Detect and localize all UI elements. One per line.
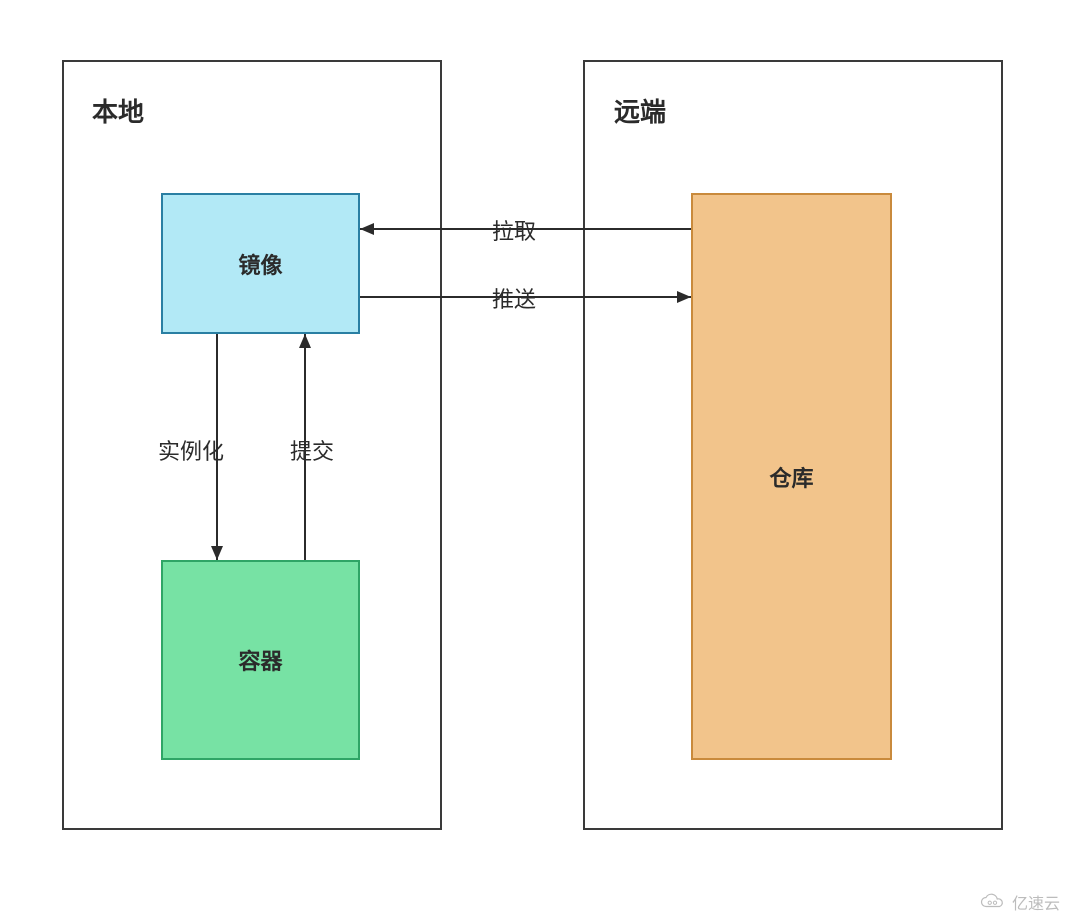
edge-pull-label: 拉取: [492, 214, 536, 246]
node-repo: 仓库: [691, 193, 892, 760]
cloud-icon: [978, 893, 1006, 911]
edge-instantiate-label: 实例化: [158, 434, 224, 466]
node-container-label: 容器: [238, 644, 282, 676]
panel-local-title: 本地: [92, 92, 144, 129]
watermark: 亿速云: [978, 890, 1060, 914]
edge-push-label: 推送: [492, 282, 536, 314]
node-image: 镜像: [161, 193, 360, 334]
panel-remote-title: 远端: [614, 92, 666, 129]
edge-commit-label: 提交: [290, 434, 334, 466]
diagram-canvas: 本地 远端 镜像 容器 仓库 拉取 推送 实例化 提交 亿速云: [0, 0, 1070, 920]
node-image-label: 镜像: [238, 248, 282, 280]
node-container: 容器: [161, 560, 360, 760]
watermark-text: 亿速云: [1012, 890, 1060, 914]
node-repo-label: 仓库: [769, 461, 813, 493]
